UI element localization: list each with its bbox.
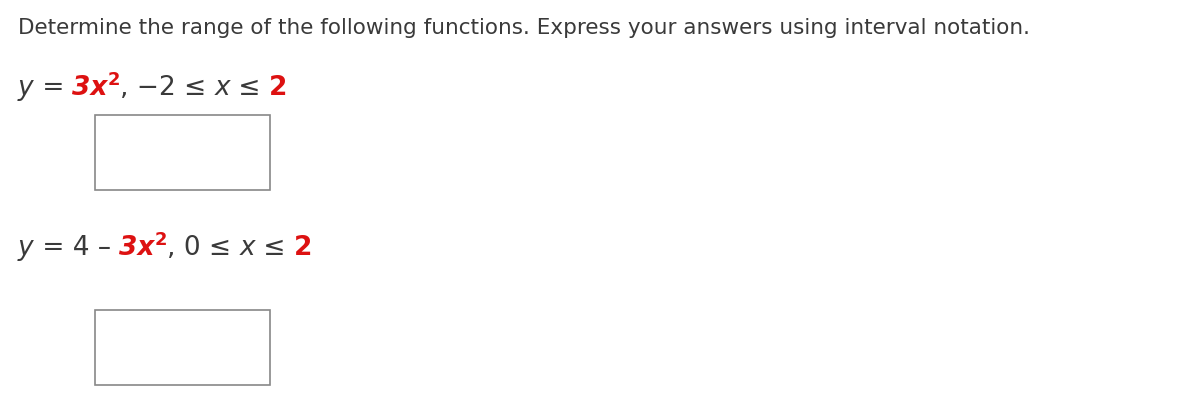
Bar bbox=[95, 115, 270, 190]
Text: 2: 2 bbox=[269, 75, 288, 101]
Text: =: = bbox=[34, 75, 72, 101]
Text: , −2 ≤: , −2 ≤ bbox=[120, 75, 215, 101]
Text: Determine the range of the following functions. Express your answers using inter: Determine the range of the following fun… bbox=[18, 18, 1030, 38]
Text: x: x bbox=[215, 75, 230, 101]
Text: 2: 2 bbox=[108, 70, 120, 89]
Text: = 4 –: = 4 – bbox=[34, 235, 119, 261]
Text: ≤: ≤ bbox=[254, 235, 294, 261]
Text: ≤: ≤ bbox=[230, 75, 269, 101]
Text: , 0 ≤: , 0 ≤ bbox=[167, 235, 239, 261]
Text: 2: 2 bbox=[294, 235, 312, 261]
Text: y: y bbox=[18, 235, 34, 261]
Text: y: y bbox=[18, 75, 34, 101]
Text: 3x: 3x bbox=[119, 235, 155, 261]
Text: 3x: 3x bbox=[72, 75, 108, 101]
Text: x: x bbox=[239, 235, 254, 261]
Text: 2: 2 bbox=[155, 231, 167, 248]
Bar bbox=[95, 310, 270, 385]
